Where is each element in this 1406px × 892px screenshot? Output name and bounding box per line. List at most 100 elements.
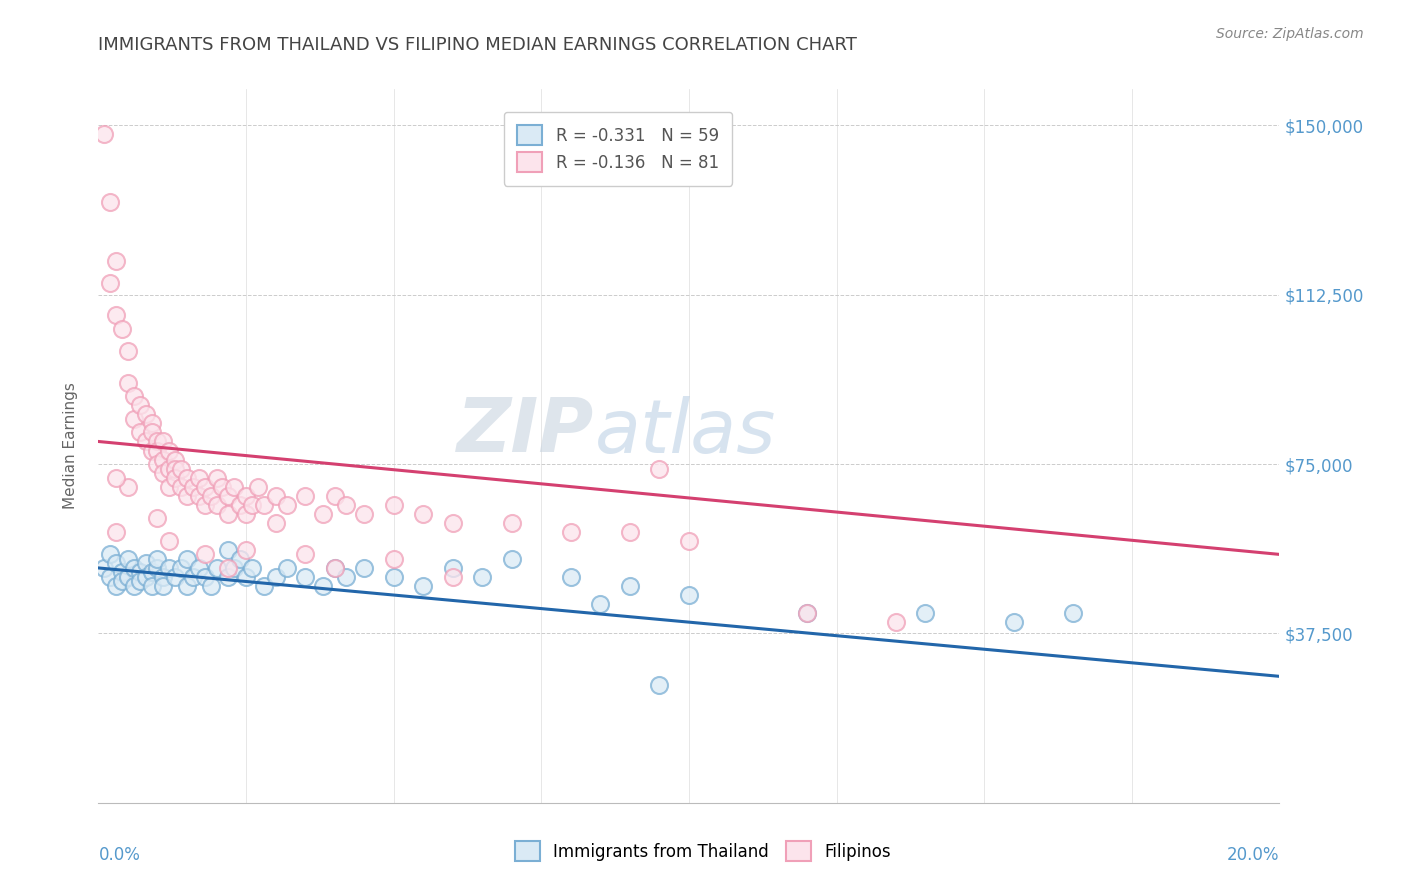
- Point: [165, 461, 187, 475]
- Point: [146, 443, 169, 458]
- Point: [1002, 615, 1025, 629]
- Point: [105, 470, 128, 484]
- Point: [240, 498, 263, 512]
- Point: [235, 542, 257, 557]
- Point: [176, 470, 198, 484]
- Point: [117, 376, 139, 390]
- Point: [165, 452, 187, 467]
- Point: [619, 524, 641, 539]
- Y-axis label: Median Earnings: Median Earnings: [63, 383, 77, 509]
- Text: Source: ZipAtlas.com: Source: ZipAtlas.com: [1216, 27, 1364, 41]
- Point: [152, 579, 174, 593]
- Point: [560, 524, 582, 539]
- Point: [1062, 606, 1084, 620]
- Point: [105, 557, 128, 571]
- Point: [678, 588, 700, 602]
- Text: 0.0%: 0.0%: [98, 846, 141, 863]
- Point: [353, 507, 375, 521]
- Point: [117, 344, 139, 359]
- Point: [264, 570, 287, 584]
- Point: [471, 570, 494, 584]
- Point: [117, 570, 139, 584]
- Point: [678, 533, 700, 548]
- Point: [382, 552, 405, 566]
- Point: [335, 570, 357, 584]
- Point: [648, 678, 671, 692]
- Point: [884, 615, 907, 629]
- Point: [135, 557, 157, 571]
- Point: [194, 480, 217, 494]
- Point: [648, 461, 671, 475]
- Point: [157, 461, 180, 475]
- Point: [441, 570, 464, 584]
- Point: [200, 579, 222, 593]
- Point: [128, 574, 150, 589]
- Point: [323, 561, 346, 575]
- Point: [217, 489, 239, 503]
- Point: [441, 561, 464, 575]
- Point: [412, 579, 434, 593]
- Point: [176, 489, 198, 503]
- Text: 20.0%: 20.0%: [1227, 846, 1279, 863]
- Text: atlas: atlas: [595, 396, 776, 467]
- Point: [165, 570, 187, 584]
- Point: [157, 561, 180, 575]
- Text: ZIP: ZIP: [457, 395, 595, 468]
- Point: [93, 561, 115, 575]
- Point: [412, 507, 434, 521]
- Text: IMMIGRANTS FROM THAILAND VS FILIPINO MEDIAN EARNINGS CORRELATION CHART: IMMIGRANTS FROM THAILAND VS FILIPINO MED…: [98, 36, 858, 54]
- Point: [235, 489, 257, 503]
- Point: [335, 498, 357, 512]
- Point: [105, 579, 128, 593]
- Point: [294, 570, 316, 584]
- Point: [98, 570, 121, 584]
- Point: [165, 470, 187, 484]
- Point: [93, 128, 115, 142]
- Point: [382, 498, 405, 512]
- Point: [796, 606, 818, 620]
- Point: [217, 507, 239, 521]
- Point: [501, 552, 523, 566]
- Point: [253, 498, 276, 512]
- Point: [98, 195, 121, 210]
- Point: [135, 434, 157, 449]
- Point: [146, 457, 169, 471]
- Point: [122, 389, 145, 403]
- Point: [128, 425, 150, 440]
- Point: [211, 480, 233, 494]
- Point: [382, 570, 405, 584]
- Point: [294, 489, 316, 503]
- Point: [253, 579, 276, 593]
- Point: [323, 561, 346, 575]
- Point: [176, 552, 198, 566]
- Point: [176, 579, 198, 593]
- Point: [105, 308, 128, 322]
- Point: [312, 579, 335, 593]
- Point: [135, 570, 157, 584]
- Point: [105, 253, 128, 268]
- Point: [264, 489, 287, 503]
- Point: [122, 412, 145, 426]
- Point: [217, 570, 239, 584]
- Point: [98, 277, 121, 291]
- Point: [294, 548, 316, 562]
- Point: [128, 398, 150, 412]
- Point: [229, 552, 252, 566]
- Legend: R = -0.331   N = 59, R = -0.136   N = 81: R = -0.331 N = 59, R = -0.136 N = 81: [503, 112, 733, 186]
- Point: [217, 542, 239, 557]
- Point: [98, 548, 121, 562]
- Point: [152, 570, 174, 584]
- Point: [264, 516, 287, 530]
- Point: [224, 561, 246, 575]
- Point: [240, 561, 263, 575]
- Point: [170, 480, 193, 494]
- Point: [441, 516, 464, 530]
- Point: [141, 425, 163, 440]
- Point: [200, 489, 222, 503]
- Point: [141, 579, 163, 593]
- Point: [312, 507, 335, 521]
- Point: [323, 489, 346, 503]
- Point: [157, 443, 180, 458]
- Point: [146, 552, 169, 566]
- Point: [194, 570, 217, 584]
